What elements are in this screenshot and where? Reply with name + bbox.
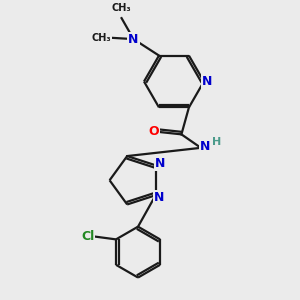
Text: N: N xyxy=(128,33,139,46)
Text: O: O xyxy=(148,125,159,139)
Text: N: N xyxy=(202,75,213,88)
Text: CH₃: CH₃ xyxy=(112,3,131,13)
Text: Cl: Cl xyxy=(81,230,94,243)
Text: N: N xyxy=(200,140,210,153)
Text: N: N xyxy=(154,191,164,204)
Text: H: H xyxy=(212,137,221,147)
Text: CH₃: CH₃ xyxy=(92,33,111,43)
Text: N: N xyxy=(155,157,165,170)
